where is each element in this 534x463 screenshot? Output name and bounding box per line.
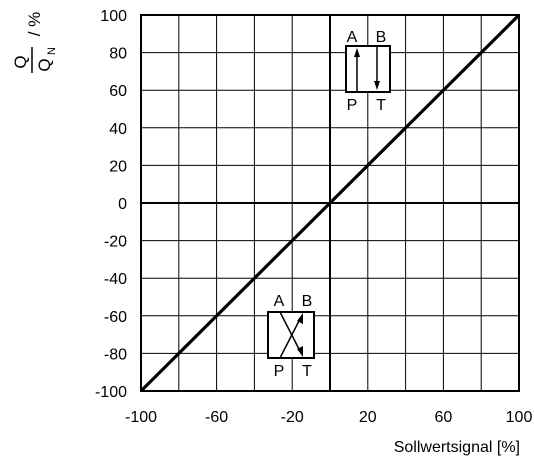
- x-tick-label: 100: [506, 409, 533, 426]
- y-tick-label: -20: [104, 234, 127, 251]
- valve-crossed-port-t: T: [302, 363, 312, 380]
- x-axis-label: Sollwertsignal [%]: [394, 439, 520, 456]
- series-layer: [139, 13, 521, 393]
- y-axis-label: Q Q N / %: [11, 12, 58, 73]
- x-tick-label: -60: [205, 409, 228, 426]
- valve-parallel-arrowhead-up: [354, 48, 360, 57]
- valve-crossed-arrowhead-up: [297, 313, 303, 324]
- plot-frame: [140, 14, 520, 392]
- valve-parallel-arrowhead-down: [374, 81, 380, 90]
- valve-symbol-parallel: A B P T: [345, 29, 391, 114]
- y-tick-label: 40: [109, 121, 127, 138]
- valve-crossed-arrow-down: [279, 311, 302, 354]
- y-tick-label: 20: [109, 158, 127, 175]
- valve-parallel-port-t: T: [376, 97, 386, 114]
- y-tick-label: 0: [118, 196, 127, 213]
- y-tick-label: -40: [104, 271, 127, 288]
- x-tick-label: 20: [359, 409, 377, 426]
- valve-crossed-box: [267, 311, 315, 359]
- valve-symbol-crossed: A B P T: [267, 293, 315, 380]
- y-label-denominator-sub: N: [46, 47, 58, 55]
- valve-crossed-arrowhead-down: [297, 346, 303, 357]
- valve-parallel-port-p: P: [347, 97, 358, 114]
- y-tick-label: 60: [109, 83, 127, 100]
- valve-crossed-port-a: A: [274, 293, 285, 310]
- y-label-numerator: Q: [11, 55, 30, 68]
- y-label-unit: / %: [25, 12, 44, 37]
- y-label-denominator: Q: [35, 58, 54, 71]
- x-tick-labels: -100 -60 -20 20 60 100: [125, 409, 532, 426]
- valve-crossed-arrow-up: [279, 316, 302, 359]
- x-tick-label: -20: [281, 409, 304, 426]
- x-tick-label: -100: [125, 409, 157, 426]
- y-tick-label: 80: [109, 46, 127, 63]
- valve-crossed-port-p: P: [274, 363, 285, 380]
- y-tick-label: 100: [100, 8, 127, 25]
- valve-parallel-box: [345, 45, 391, 93]
- y-tick-label: -100: [95, 384, 127, 401]
- x-tick-label: 60: [435, 409, 453, 426]
- valve-crossed-port-b: B: [302, 293, 313, 310]
- valve-parallel-port-b: B: [376, 29, 387, 46]
- valve-parallel-port-a: A: [347, 29, 358, 46]
- y-tick-label: -60: [104, 309, 127, 326]
- y-tick-label: -80: [104, 346, 127, 363]
- y-tick-labels: -100 -80 -60 -40 -20 0 20 40 60 80 100: [95, 8, 127, 401]
- series-line-1: [139, 13, 521, 393]
